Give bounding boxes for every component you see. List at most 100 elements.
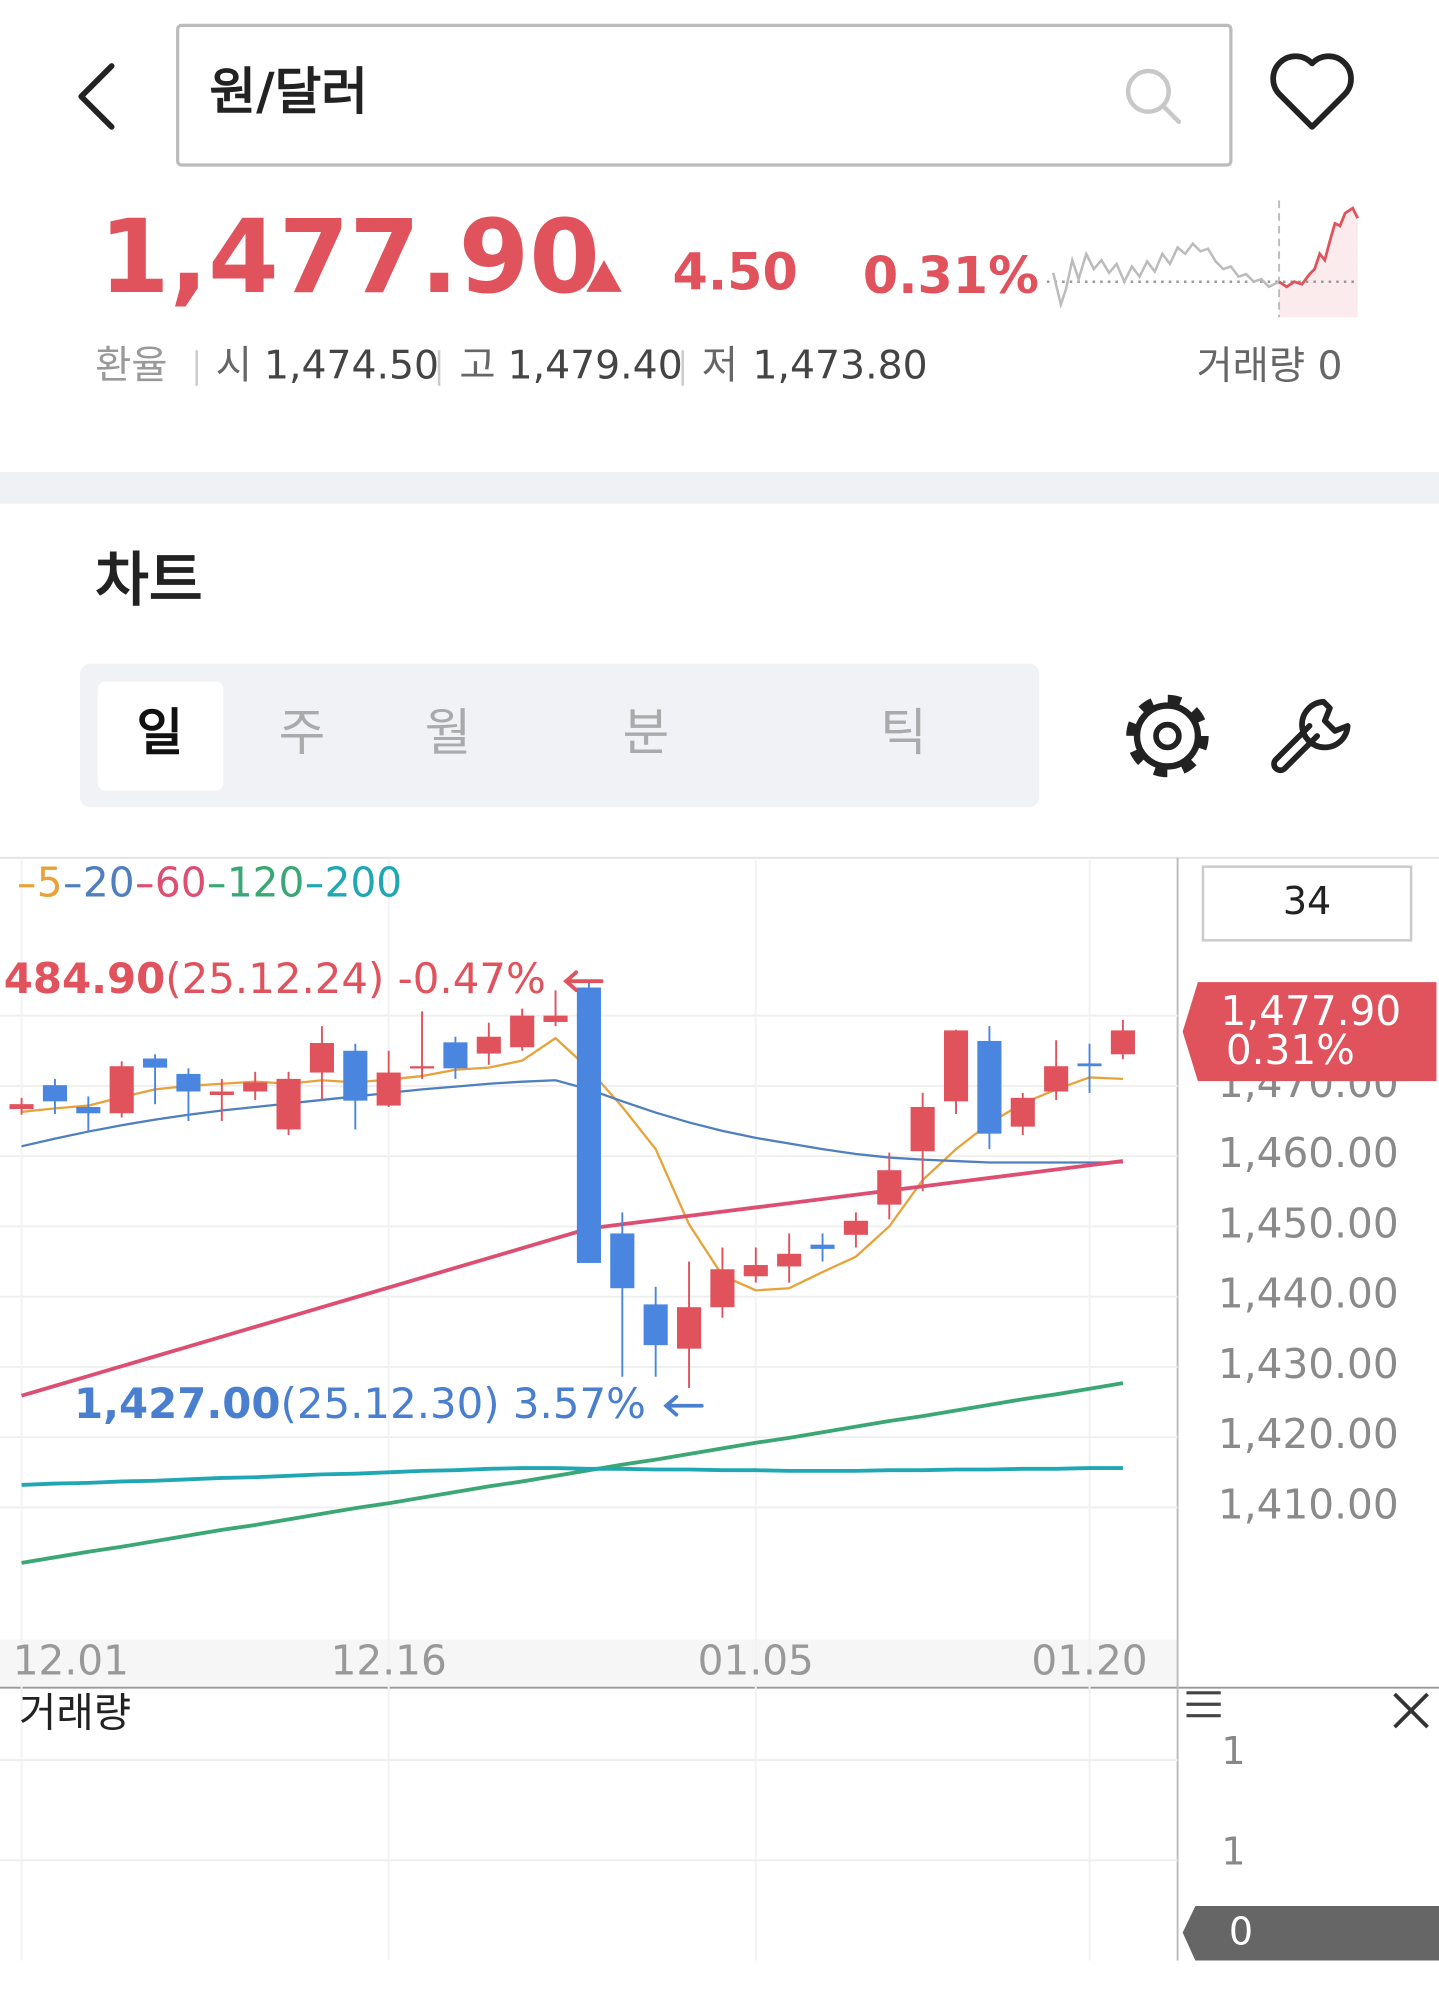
legend: 5 20 60 120 200 bbox=[19, 859, 402, 907]
candle-body bbox=[476, 1036, 501, 1054]
candle-body bbox=[9, 1104, 34, 1110]
volume-tick-label: 1 bbox=[1221, 1829, 1245, 1873]
candle-body bbox=[610, 1233, 635, 1289]
back-button[interactable] bbox=[78, 63, 115, 130]
legend-label: 60 bbox=[155, 859, 207, 907]
info-value: 0 bbox=[1318, 343, 1343, 389]
section-title: 차트 bbox=[95, 546, 202, 614]
legend-label: 120 bbox=[227, 859, 304, 907]
info-value: 1,474.50 bbox=[264, 343, 439, 389]
x-tick-label: 12.16 bbox=[331, 1637, 447, 1685]
candle-body bbox=[710, 1269, 735, 1308]
settings-button[interactable] bbox=[1126, 694, 1209, 778]
candle-body bbox=[777, 1253, 802, 1267]
price-badge-change: 0.31% bbox=[1226, 1026, 1355, 1074]
candle-body bbox=[276, 1078, 301, 1130]
info-value: 1,479.40 bbox=[508, 343, 683, 389]
candle-body bbox=[743, 1265, 768, 1277]
candle-body bbox=[1044, 1066, 1069, 1092]
x-tick-label: 01.05 bbox=[698, 1637, 814, 1685]
candle-body bbox=[143, 1058, 168, 1068]
candle-body bbox=[910, 1106, 935, 1152]
y-tick-label: 1,450.00 bbox=[1218, 1199, 1399, 1247]
up-triangle bbox=[586, 260, 622, 292]
favorite-button[interactable] bbox=[1270, 53, 1354, 130]
candle-body bbox=[977, 1040, 1002, 1134]
legend-label: 5 bbox=[37, 859, 63, 907]
candle-body bbox=[176, 1073, 201, 1092]
annotation: 1,484.90(25.12.24) -0.47% bbox=[0, 954, 546, 1003]
candle-body bbox=[109, 1066, 134, 1114]
y-tick-label: 1,420.00 bbox=[1218, 1410, 1399, 1458]
tab-bar bbox=[79, 663, 1040, 808]
candle-body bbox=[643, 1304, 668, 1346]
search-box[interactable] bbox=[176, 23, 1233, 167]
change-pct: 0.31% bbox=[863, 246, 1039, 305]
candle-body bbox=[243, 1082, 268, 1092]
close-icon[interactable] bbox=[1393, 1692, 1429, 1729]
y-tick-label: 1,430.00 bbox=[1218, 1340, 1399, 1388]
annotation: 1,427.00(25.12.30) 3.57% bbox=[74, 1378, 646, 1427]
menu-icon[interactable] bbox=[1186, 1691, 1221, 1718]
info-label: 환율 bbox=[95, 343, 167, 389]
annotation-value: 1,427.00 bbox=[74, 1378, 281, 1427]
x-axis-band bbox=[0, 1639, 1178, 1688]
price-badge bbox=[1182, 982, 1437, 1082]
candle-body bbox=[76, 1106, 101, 1114]
candle-body bbox=[1077, 1063, 1102, 1067]
tab[interactable]: 틱 bbox=[880, 703, 927, 762]
candle-body bbox=[343, 1050, 368, 1101]
price: 1,477.90 bbox=[99, 198, 600, 316]
tab[interactable]: 주 bbox=[279, 703, 326, 762]
ma-line bbox=[21, 1159, 1124, 1398]
ma-line bbox=[21, 1036, 1123, 1292]
volume-badge bbox=[1182, 1905, 1439, 1961]
y-tick-label: 1,410.00 bbox=[1218, 1480, 1399, 1528]
x-tick-label: 01.20 bbox=[1031, 1637, 1147, 1685]
candle-body bbox=[510, 1015, 535, 1048]
x-tick-label: 12.01 bbox=[13, 1637, 129, 1685]
annotation-arrow bbox=[663, 1394, 704, 1417]
tools-button[interactable] bbox=[1271, 698, 1351, 774]
candle-body bbox=[810, 1244, 835, 1249]
candle-body bbox=[443, 1042, 468, 1069]
volume-tick-label: 1 bbox=[1221, 1729, 1245, 1773]
candle-body bbox=[843, 1220, 868, 1235]
ma-line bbox=[21, 1079, 1123, 1164]
candle-body bbox=[376, 1072, 401, 1106]
info-label: 거래량 bbox=[1196, 343, 1305, 389]
candle-body bbox=[209, 1091, 234, 1096]
candle-body bbox=[410, 1066, 435, 1069]
search-icon[interactable] bbox=[1125, 68, 1182, 125]
tab[interactable]: 월 bbox=[425, 703, 472, 762]
candle-body bbox=[1010, 1097, 1035, 1127]
y-tick-label: 1,440.00 bbox=[1218, 1270, 1399, 1318]
y-tick-label: 1,460.00 bbox=[1218, 1129, 1399, 1177]
tab[interactable]: 분 bbox=[623, 703, 670, 762]
info-label: 저 bbox=[702, 343, 738, 389]
candle-body bbox=[42, 1085, 68, 1102]
sparkline bbox=[1046, 200, 1360, 318]
annotation-detail: (25.12.30) 3.57% bbox=[281, 1378, 646, 1427]
tab-selected bbox=[97, 681, 224, 791]
annotation-arrow bbox=[563, 970, 604, 992]
candle-body bbox=[877, 1170, 902, 1205]
tab[interactable]: 일 bbox=[137, 703, 184, 762]
candle-body bbox=[543, 1015, 568, 1022]
annotation-value: 1,484.90 bbox=[0, 954, 165, 1003]
info-label: 고 bbox=[459, 343, 495, 389]
ma-line bbox=[21, 1381, 1124, 1565]
volume-title: 거래량 bbox=[19, 1689, 131, 1737]
candle-body bbox=[676, 1307, 702, 1349]
volume-info: 거래량 0 bbox=[1196, 343, 1342, 389]
divider bbox=[0, 472, 1439, 504]
annotation-detail: (25.12.24) -0.47% bbox=[165, 954, 545, 1003]
bar-count-box[interactable] bbox=[1201, 865, 1413, 942]
bar-count: 34 bbox=[1283, 879, 1331, 923]
info-label: 시 bbox=[216, 343, 252, 389]
price-badge-price: 1,477.90 bbox=[1220, 987, 1401, 1035]
candle-body bbox=[1110, 1030, 1135, 1055]
legend-label: 20 bbox=[83, 859, 135, 907]
